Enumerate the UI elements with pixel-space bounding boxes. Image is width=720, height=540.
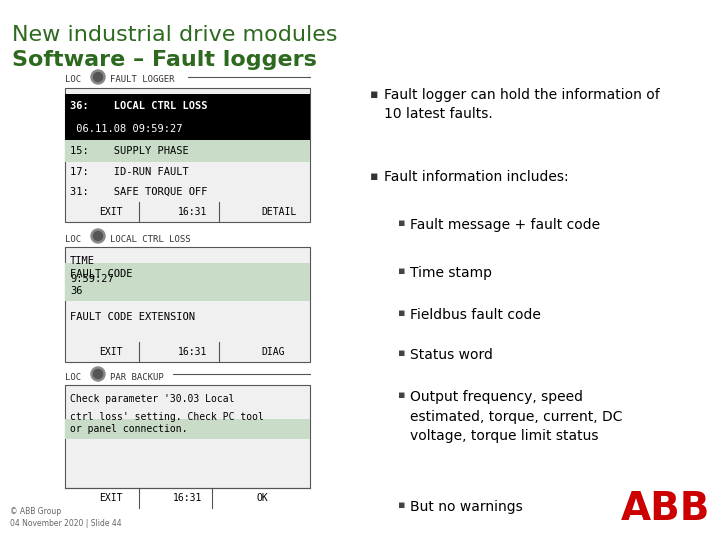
Text: ▪: ▪ [398,348,405,358]
Circle shape [94,72,102,82]
Text: DIAG: DIAG [261,347,284,357]
Text: Time stamp: Time stamp [410,266,492,280]
Bar [65,118,310,140]
Bar [65,88,310,222]
Text: ▪: ▪ [398,266,405,276]
Text: LOC: LOC [65,373,81,381]
Text: ▪: ▪ [398,308,405,318]
Text: Fault logger can hold the information of
10 latest faults.: Fault logger can hold the information of… [384,88,660,122]
Circle shape [91,229,105,243]
Text: EXIT: EXIT [99,347,123,357]
Text: 16:31: 16:31 [178,347,207,357]
Text: DETAIL: DETAIL [261,207,296,217]
Text: Fieldbus fault code: Fieldbus fault code [410,308,541,322]
Text: 36:    LOCAL CTRL LOSS: 36: LOCAL CTRL LOSS [70,101,207,111]
Text: 36: 36 [70,287,83,296]
Text: 16:31: 16:31 [178,207,207,217]
Text: But no warnings: But no warnings [410,500,523,514]
Text: © ABB Group
04 November 2020 | Slide 44: © ABB Group 04 November 2020 | Slide 44 [10,507,122,528]
Text: LOCAL CTRL LOSS: LOCAL CTRL LOSS [110,234,191,244]
Text: 9:59:27: 9:59:27 [70,274,114,284]
Text: ▪: ▪ [370,88,379,101]
Text: or panel connection.: or panel connection. [70,424,187,434]
Text: Software – Fault loggers: Software – Fault loggers [12,50,317,70]
Text: ABB: ABB [621,490,710,528]
Text: TIME: TIME [70,256,95,266]
Circle shape [91,70,105,84]
Bar [65,419,310,439]
Text: Check parameter '30.03 Local: Check parameter '30.03 Local [70,394,235,404]
Bar [65,94,310,118]
Text: LOC: LOC [65,234,81,244]
Text: FAULT CODE EXTENSION: FAULT CODE EXTENSION [70,312,195,322]
Circle shape [94,232,102,240]
Text: Output frequency, speed
estimated, torque, current, DC
voltage, torque limit sta: Output frequency, speed estimated, torqu… [410,390,623,443]
Text: LOC: LOC [65,76,81,84]
Text: EXIT: EXIT [99,207,123,217]
Text: FAULT CODE: FAULT CODE [70,268,132,279]
Bar [65,263,310,301]
Text: ▪: ▪ [398,500,405,510]
Text: ▪: ▪ [398,218,405,228]
Text: 17:    ID-RUN FAULT: 17: ID-RUN FAULT [70,167,189,177]
Bar [65,140,310,162]
Text: ▪: ▪ [398,390,405,400]
Text: 16:31: 16:31 [173,493,202,503]
Text: ▪: ▪ [370,170,379,183]
Circle shape [91,367,105,381]
Text: Fault message + fault code: Fault message + fault code [410,218,600,232]
Bar [65,247,310,362]
Text: 15:    SUPPLY PHASE: 15: SUPPLY PHASE [70,146,189,156]
Text: 31:    SAFE TORQUE OFF: 31: SAFE TORQUE OFF [70,187,207,197]
Text: New industrial drive modules: New industrial drive modules [12,25,338,45]
Circle shape [94,369,102,379]
Text: ctrl loss' setting. Check PC tool: ctrl loss' setting. Check PC tool [70,412,264,422]
Text: OK: OK [256,493,268,503]
Bar [65,385,310,488]
Text: 06.11.08 09:59:27: 06.11.08 09:59:27 [70,124,182,134]
Text: EXIT: EXIT [99,493,123,503]
Text: Status word: Status word [410,348,493,362]
Text: PAR BACKUP: PAR BACKUP [110,373,163,381]
Text: Fault information includes:: Fault information includes: [384,170,569,184]
Text: FAULT LOGGER: FAULT LOGGER [110,76,174,84]
